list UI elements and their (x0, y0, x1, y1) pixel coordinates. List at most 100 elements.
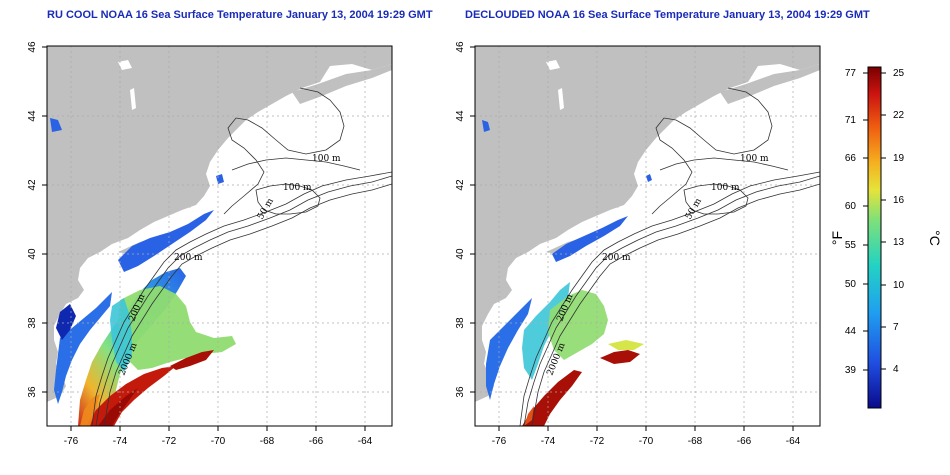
left-isobaths (91, 87, 392, 426)
right-lon-label: -70 (639, 436, 654, 447)
colorbar: 77 71 66 60 55 50 44 39 25 22 19 16 13 1… (829, 66, 943, 409)
left-lat-label: 46 (27, 41, 38, 53)
right-isobath-100-outer (519, 171, 820, 426)
right-lat-label: 42 (455, 179, 466, 191)
colorbar-c-label: 16 (893, 195, 905, 206)
right-lon-label: -68 (688, 436, 703, 447)
left-lake (118, 60, 132, 70)
left-isobath-2000 (103, 183, 392, 426)
right-lat-ticks (470, 46, 475, 393)
right-isobath-mid (659, 157, 789, 171)
right-lon-label: -76 (492, 436, 507, 447)
colorbar-f-label: 55 (845, 240, 857, 251)
colorbar-c-label: 22 (893, 110, 905, 121)
colorbar-unit-celsius: °C (927, 230, 943, 246)
left-isobath-inner-loop (223, 87, 345, 215)
right-isobaths (519, 87, 820, 426)
right-map: 100 m 100 m 50 m 200 m 200 m 2000 m (475, 46, 820, 426)
left-sst-north-blue (118, 210, 214, 272)
right-lon-label: -66 (737, 436, 752, 447)
left-map-title: RU COOL NOAA 16 Sea Surface Temperature … (47, 9, 433, 21)
colorbar-f-label: 60 (845, 201, 857, 212)
right-land-nova-scotia (720, 64, 820, 104)
right-lat-tick-labels: 36 38 40 42 44 46 (455, 41, 466, 398)
right-sst-warm-core (522, 370, 582, 426)
left-sst-shelf-blue (54, 292, 112, 404)
right-isobath-2000 (531, 183, 820, 426)
right-isobath-georges (683, 183, 749, 215)
right-contour-label-200m: 200 m (602, 253, 631, 263)
colorbar-c-ticks (881, 72, 886, 370)
colorbar-f-label: 66 (845, 153, 857, 164)
left-lat-ticks (42, 46, 47, 393)
colorbar-f-label: 50 (845, 279, 857, 290)
right-lon-tick-labels: -76 -74 -72 -70 -68 -66 -64 (492, 436, 801, 447)
right-lon-label: -74 (541, 436, 556, 447)
left-lat-label: 42 (27, 179, 38, 191)
left-sst-slope-cyan (110, 298, 132, 372)
left-lat-tick-labels: 36 38 40 42 44 46 (27, 41, 38, 398)
colorbar-c-label: 7 (893, 322, 899, 333)
colorbar-f-label: 77 (845, 68, 857, 79)
right-sst-warm-ring (600, 350, 640, 364)
colorbar-c-label: 4 (893, 364, 899, 375)
left-lon-tick-labels: -76 -74 -72 -70 -68 -66 -64 (64, 436, 373, 447)
right-sst-patch-ne (482, 120, 490, 132)
left-graticule (47, 46, 392, 426)
left-lon-label: -66 (309, 436, 324, 447)
left-lon-label: -74 (113, 436, 128, 447)
right-land-mainland (475, 46, 820, 402)
left-lon-label: -64 (358, 436, 373, 447)
left-map: 100 m 100 m 50 m 200 m 200 m 2000 m (47, 46, 392, 426)
left-map-frame (46, 45, 393, 427)
left-contour-label-100m-b: 100 m (283, 183, 312, 193)
left-lat-label: 38 (27, 317, 38, 329)
right-sst-patch-maine (646, 174, 652, 182)
left-lake-2 (130, 88, 136, 110)
left-isobath-100-outer (91, 171, 392, 426)
colorbar-c-label: 10 (893, 280, 905, 291)
right-sst-yellow-tongue (608, 340, 644, 350)
left-lon-label: -76 (64, 436, 79, 447)
left-isobath-mid (231, 157, 361, 171)
colorbar-unit-fahrenheit: °F (829, 231, 845, 245)
left-lon-label: -72 (162, 436, 177, 447)
left-lon-label: -70 (211, 436, 226, 447)
right-contour-label-100m-b: 100 m (711, 183, 740, 193)
colorbar-c-label: 19 (893, 153, 905, 164)
left-lat-label: 44 (27, 110, 38, 122)
left-isobath-georges (255, 183, 321, 215)
right-map-frame (474, 45, 821, 427)
left-sst-warm-ring (170, 350, 214, 370)
left-contour-label-200m: 200 m (174, 253, 203, 263)
right-lat-label: 38 (455, 317, 466, 329)
right-sst-slope-green (548, 290, 608, 360)
right-lake (546, 60, 560, 70)
right-sst-north-blue (552, 216, 628, 262)
right-lon-label: -64 (786, 436, 801, 447)
left-land-nova-scotia (292, 64, 392, 104)
left-land-cape-cod (185, 186, 198, 208)
right-contour-label-100m-a: 100 m (740, 154, 769, 164)
left-sst-patch-ne (50, 118, 62, 132)
right-land-cape-cod (613, 186, 626, 208)
right-lon-ticks (498, 426, 794, 431)
right-map-title: DECLOUDED NOAA 16 Sea Surface Temperatur… (465, 9, 870, 21)
right-lat-label: 44 (455, 110, 466, 122)
colorbar-ramp (867, 66, 882, 409)
left-lon-label: -68 (260, 436, 275, 447)
colorbar-f-label: 71 (845, 115, 857, 126)
right-sst-orange (524, 406, 534, 426)
left-lon-ticks (70, 426, 366, 431)
right-isobath-inner-loop (651, 87, 773, 215)
colorbar-f-label: 44 (845, 326, 857, 337)
colorbar-f-ticks (863, 72, 868, 371)
left-lat-label: 36 (27, 386, 38, 398)
left-lat-label: 40 (27, 248, 38, 260)
right-lat-label: 40 (455, 248, 466, 260)
colorbar-c-label: 13 (893, 237, 905, 248)
right-lat-label: 36 (455, 386, 466, 398)
right-lat-label: 46 (455, 41, 466, 53)
left-sst-gulf-hot (98, 388, 138, 426)
